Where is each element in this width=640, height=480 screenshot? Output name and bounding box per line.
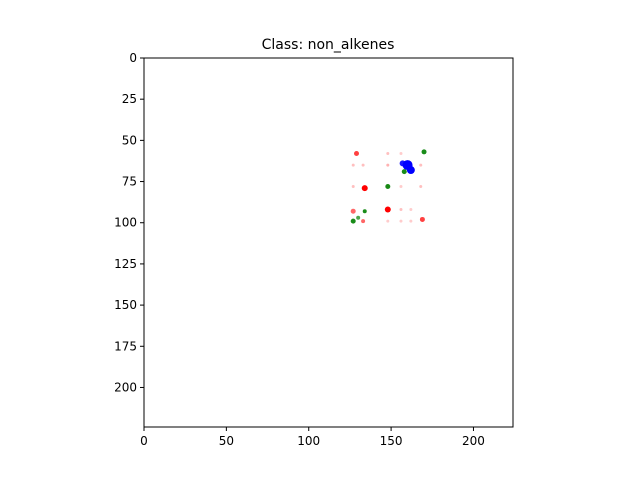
y-tick-label: 150: [114, 298, 137, 312]
x-tick-label: 150: [380, 434, 403, 448]
x-tick-label: 100: [297, 434, 320, 448]
data-point: [386, 219, 390, 223]
y-tick-label: 125: [114, 257, 137, 271]
data-point: [399, 219, 403, 223]
data-point: [419, 163, 423, 167]
data-point: [351, 184, 355, 188]
plot-frame: [143, 57, 514, 428]
data-point: [419, 184, 423, 188]
y-tick-label: 200: [114, 380, 137, 394]
data-point: [350, 218, 356, 224]
data-point: [385, 183, 391, 189]
y-axis: 0 25 50 75 100 125 150 175 200: [114, 51, 144, 394]
data-point: [384, 206, 391, 213]
data-point: [409, 208, 413, 212]
x-axis: 0 50 100 150 200: [140, 427, 485, 448]
data-point: [350, 208, 356, 214]
data-point: [386, 163, 390, 167]
y-tick-label: 50: [122, 133, 137, 147]
data-point: [386, 152, 390, 156]
y-tick-label: 100: [114, 216, 137, 230]
data-point: [406, 166, 415, 175]
data-point: [399, 208, 403, 212]
data-point: [419, 216, 425, 222]
y-tick-label: 0: [129, 51, 137, 65]
data-point: [399, 152, 403, 156]
data-point: [421, 149, 427, 155]
y-tick-label: 175: [114, 339, 137, 353]
data-point: [401, 169, 407, 175]
x-tick-label: 50: [219, 434, 234, 448]
data-point: [409, 219, 413, 223]
data-point: [361, 185, 368, 192]
data-point: [361, 163, 365, 167]
data-point: [356, 215, 361, 220]
y-tick-label: 75: [122, 175, 137, 189]
x-tick-label: 200: [462, 434, 485, 448]
data-point: [354, 151, 360, 157]
data-point: [362, 209, 367, 214]
plot-area: [350, 149, 427, 224]
data-point: [361, 219, 366, 224]
data-point: [351, 163, 355, 167]
data-point: [399, 160, 406, 167]
data-point: [399, 184, 403, 188]
y-tick-label: 25: [122, 92, 137, 106]
chart-title: Class: non_alkenes: [262, 37, 395, 53]
x-tick-label: 0: [140, 434, 148, 448]
